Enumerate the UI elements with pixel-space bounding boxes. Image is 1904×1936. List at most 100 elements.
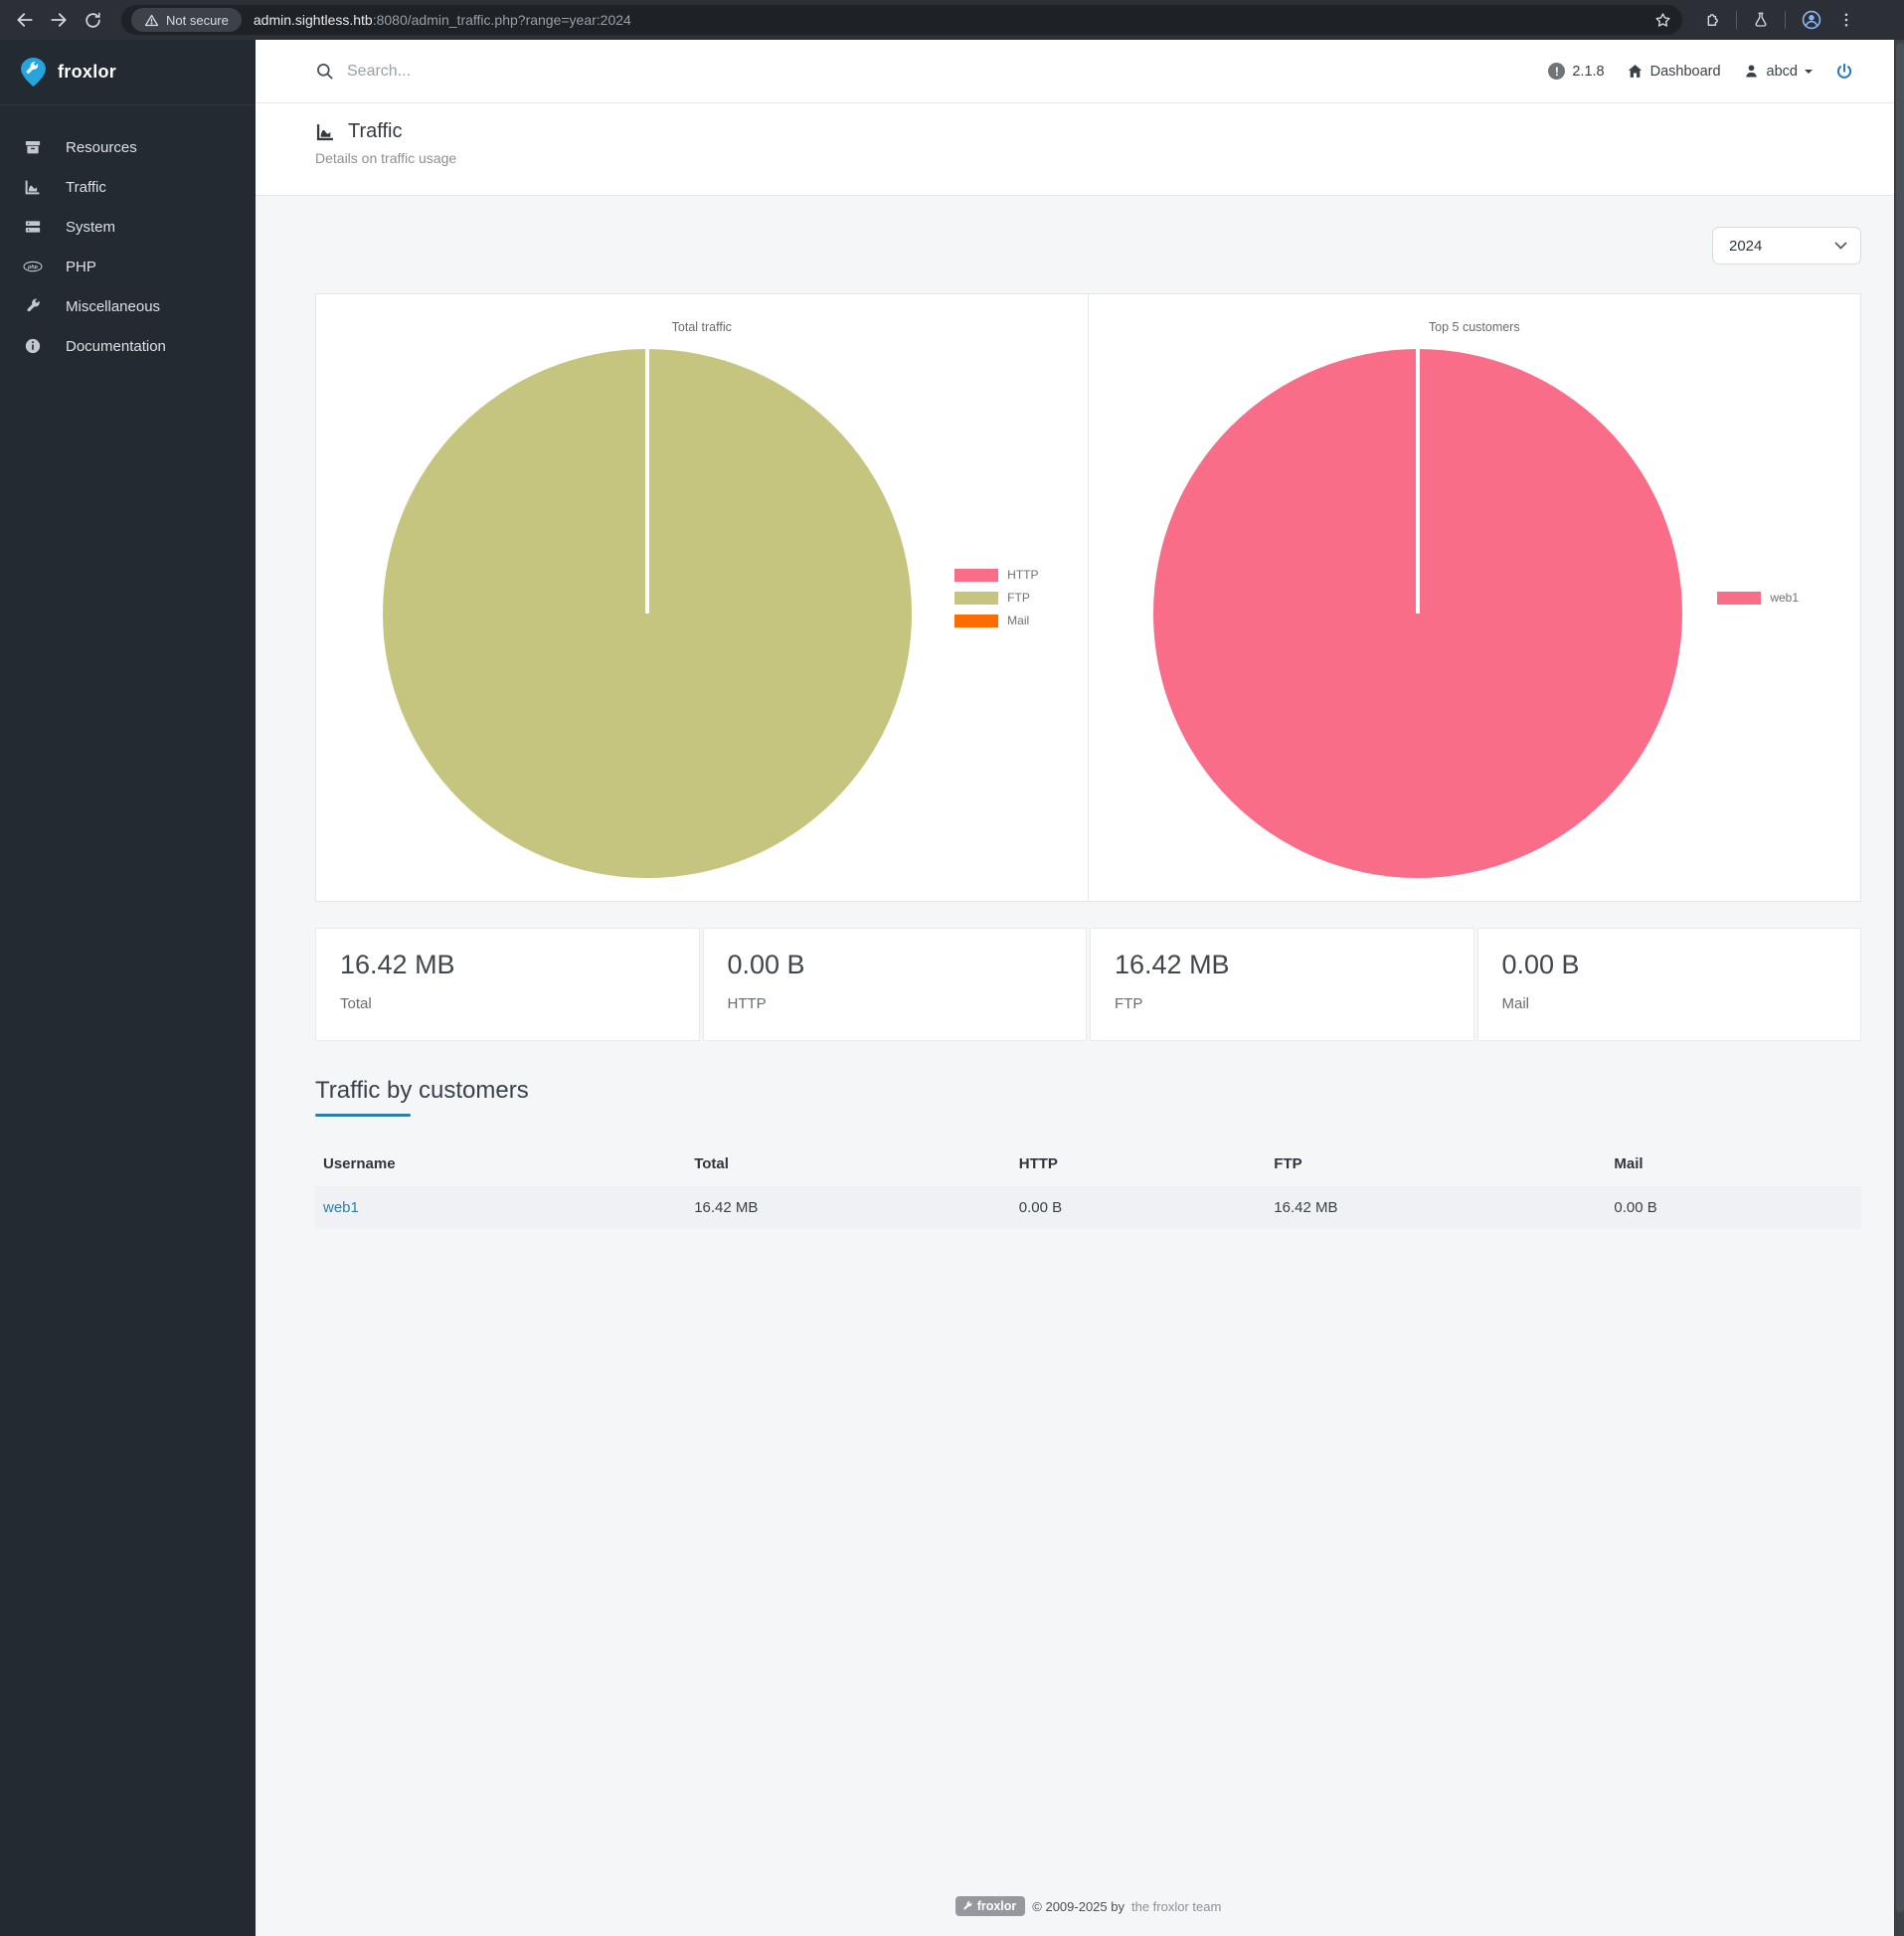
chart-area-icon [23,178,43,196]
top-customers-pie[interactable] [1152,349,1682,878]
customer-link[interactable]: web1 [323,1199,359,1216]
svg-text:php: php [27,264,39,270]
column-header-http: HTTP [1018,1155,1058,1172]
sidebar-item-label: Documentation [66,337,166,355]
footer-copyright: © 2009-2025 by [1032,1898,1125,1914]
legend-item-mail[interactable]: Mail [954,614,1038,627]
chart-area-icon [316,124,333,141]
bookmark-star-button[interactable] [1653,11,1672,30]
url-bar[interactable]: Not secure admin.sightless.htb:8080/admi… [121,5,1682,35]
customers-table: Username Total HTTP FTP Mail web1 16.42 … [315,1141,1861,1229]
navbar-right: ! 2.1.8 Dashboard abcd [1548,62,1854,82]
stat-value: 16.42 MB [1115,950,1230,979]
version-info[interactable]: ! 2.1.8 [1548,63,1605,80]
top-navbar: ! 2.1.8 Dashboard abcd [256,40,1904,103]
cell-mail: 0.00 B [1614,1199,1657,1216]
profile-button[interactable] [1801,9,1822,31]
stat-card-total: 16.42 MB Total [315,928,700,1041]
legend-item-http[interactable]: HTTP [954,568,1039,582]
stat-card-mail: 0.00 B Mail [1476,928,1861,1041]
legend-swatch-web1 [1717,591,1762,605]
froxlor-logo-icon [21,58,46,87]
server-icon [23,218,43,236]
user-menu[interactable]: abcd [1743,63,1813,80]
not-secure-label: Not secure [166,12,229,28]
chart-legend: web1 [1717,591,1799,605]
stat-label: HTTP [727,995,767,1012]
sidebar-item-miscellaneous[interactable]: Miscellaneous [0,286,256,326]
chart-legend: HTTP FTP Mail [954,568,1039,627]
puzzle-piece-icon [1707,13,1718,26]
legend-label: web1 [1770,591,1799,605]
app-window: froxlor Resources Traffic System [0,40,1904,1936]
sidebar-item-label: Resources [66,138,137,156]
brand-name: froxlor [58,62,117,82]
year-select[interactable]: 2024 [1712,227,1861,264]
extensions-button[interactable] [1702,11,1721,30]
flask-icon [1755,12,1767,27]
stat-card-ftp: 16.42 MB FTP [1090,928,1474,1041]
legend-label: Mail [1007,614,1030,627]
froxlor-wrench-icon [963,1901,972,1910]
info-circle-icon [23,337,43,355]
year-select-value: 2024 [1729,237,1763,255]
labs-button[interactable] [1752,11,1770,29]
stat-card-http: 0.00 B HTTP [702,928,1087,1041]
not-secure-badge[interactable]: Not secure [131,8,242,32]
page-title: Traffic [315,120,1844,143]
brand[interactable]: froxlor [0,40,256,105]
browser-reload-button[interactable] [78,5,107,35]
column-header-username: Username [323,1155,396,1172]
column-header-total: Total [694,1155,729,1172]
filter-row: 2024 [315,227,1861,264]
cell-http: 0.00 B [1018,1199,1063,1216]
page-scrollbar[interactable] [1894,40,1904,1936]
charts-card: Total traffic HTTP FTP Mai [315,293,1861,902]
column-header-mail: Mail [1614,1155,1644,1172]
sidebar-item-label: Miscellaneous [66,297,161,315]
dashboard-link[interactable]: Dashboard [1627,63,1721,80]
home-icon [1628,65,1642,78]
stat-label: FTP [1115,995,1143,1012]
footer-brand-badge[interactable]: froxlor [954,1896,1026,1916]
legend-swatch-mail [954,614,999,627]
logout-button[interactable] [1834,62,1854,82]
total-traffic-pie[interactable] [383,349,912,878]
scrollbar-thumb[interactable] [1896,43,1904,1912]
page-subtitle: Details on traffic usage [315,150,457,166]
warning-triangle-icon [144,14,159,26]
profile-avatar-icon [1802,10,1821,30]
legend-item-web1[interactable]: web1 [1717,591,1799,605]
stat-value: 0.00 B [727,950,805,979]
legend-label: FTP [1007,591,1030,605]
sidebar-item-resources[interactable]: Resources [0,127,256,167]
browser-forward-button[interactable] [44,5,74,35]
browser-toolbar: Not secure admin.sightless.htb:8080/admi… [0,0,1904,40]
chevron-down-icon [1805,69,1813,78]
sidebar-nav: Resources Traffic System php PHP [0,105,256,366]
sidebar-item-label: PHP [66,258,96,275]
legend-item-ftp[interactable]: FTP [954,591,1038,605]
username-label: abcd [1766,63,1798,80]
sidebar-item-php[interactable]: php PHP [0,247,256,286]
browser-menu-button[interactable] [1837,11,1855,29]
power-icon [1836,63,1852,79]
total-traffic-chart: Total traffic HTTP FTP Mai [316,294,1089,901]
back-arrow-icon [17,13,33,27]
page-header: Traffic Details on traffic usage [256,103,1904,196]
sidebar-item-system[interactable]: System [0,207,256,247]
stats-row: 16.42 MB Total 0.00 B HTTP 16.42 MB FTP … [315,928,1861,1041]
table-row: web1 16.42 MB 0.00 B 16.42 MB 0.00 B [315,1186,1861,1229]
url-path: :8080/admin_traffic.php?range=year:2024 [372,12,631,28]
footer-team-link[interactable]: the froxlor team [1130,1898,1222,1914]
search-input[interactable] [347,62,765,81]
sidebar-item-documentation[interactable]: Documentation [0,326,256,366]
star-icon [1655,12,1670,27]
chart-title: Total traffic [671,320,732,334]
cell-total: 16.42 MB [694,1199,759,1216]
column-header-ftp: FTP [1274,1155,1302,1172]
sidebar-item-traffic[interactable]: Traffic [0,167,256,207]
reload-icon [85,12,100,28]
browser-back-button[interactable] [10,5,40,35]
dashboard-label: Dashboard [1649,63,1721,80]
